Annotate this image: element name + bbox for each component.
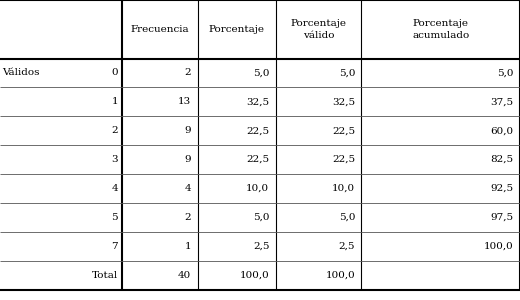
Text: 2,5: 2,5 — [253, 242, 269, 251]
Text: 4: 4 — [111, 184, 118, 193]
Text: 5,0: 5,0 — [253, 68, 269, 77]
Text: 100,0: 100,0 — [326, 271, 355, 280]
Text: 3: 3 — [111, 155, 118, 164]
Text: 40: 40 — [178, 271, 191, 280]
Text: 7: 7 — [111, 242, 118, 251]
Text: 5: 5 — [111, 213, 118, 222]
Text: 22,5: 22,5 — [332, 155, 355, 164]
Text: 2: 2 — [185, 68, 191, 77]
Text: 97,5: 97,5 — [491, 213, 514, 222]
Text: 4: 4 — [185, 184, 191, 193]
Text: 5,0: 5,0 — [497, 68, 514, 77]
Text: 1: 1 — [111, 97, 118, 106]
Text: 2: 2 — [185, 213, 191, 222]
Text: 9: 9 — [185, 155, 191, 164]
Text: Válidos: Válidos — [3, 68, 40, 77]
Text: Porcentaje: Porcentaje — [209, 25, 265, 34]
Text: 5,0: 5,0 — [253, 213, 269, 222]
Text: 82,5: 82,5 — [491, 155, 514, 164]
Text: 10,0: 10,0 — [332, 184, 355, 193]
Text: 22,5: 22,5 — [332, 126, 355, 135]
Text: Total: Total — [92, 271, 118, 280]
Text: 100,0: 100,0 — [484, 242, 514, 251]
Text: 13: 13 — [178, 97, 191, 106]
Text: 92,5: 92,5 — [491, 184, 514, 193]
Text: 9: 9 — [185, 126, 191, 135]
Text: 60,0: 60,0 — [491, 126, 514, 135]
Text: 5,0: 5,0 — [339, 213, 355, 222]
Text: 32,5: 32,5 — [332, 97, 355, 106]
Text: Frecuencia: Frecuencia — [131, 25, 189, 34]
Text: 100,0: 100,0 — [240, 271, 269, 280]
Text: Porcentaje
acumulado: Porcentaje acumulado — [412, 19, 470, 40]
Text: 0: 0 — [111, 68, 118, 77]
Text: Porcentaje
válido: Porcentaje válido — [291, 19, 346, 40]
Text: 2,5: 2,5 — [339, 242, 355, 251]
Text: 1: 1 — [185, 242, 191, 251]
Text: 32,5: 32,5 — [246, 97, 269, 106]
Text: 22,5: 22,5 — [246, 155, 269, 164]
Text: 5,0: 5,0 — [339, 68, 355, 77]
Text: 37,5: 37,5 — [491, 97, 514, 106]
Text: 10,0: 10,0 — [246, 184, 269, 193]
Text: 22,5: 22,5 — [246, 126, 269, 135]
Text: 2: 2 — [111, 126, 118, 135]
